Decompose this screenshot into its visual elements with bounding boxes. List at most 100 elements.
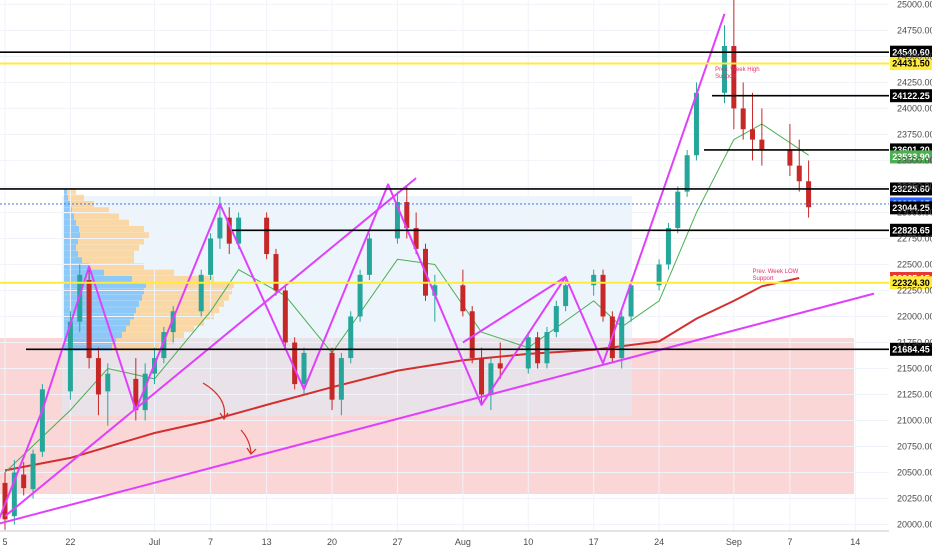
price-tag-label: 24122.25	[892, 91, 930, 101]
candle-body	[273, 254, 279, 291]
volume-bar-up	[64, 307, 136, 314]
candle-body	[264, 217, 270, 255]
candle	[544, 326, 550, 369]
volume-bar-down	[72, 207, 109, 214]
x-tick-label: 20	[327, 537, 337, 547]
y-tick-label: 24500.00	[897, 51, 932, 61]
candle-body	[105, 373, 111, 392]
trend-lines[interactable]	[0, 13, 875, 528]
x-tick-label: 24	[654, 537, 664, 547]
price-tag-bg	[890, 150, 932, 164]
volume-bar-down	[104, 269, 174, 276]
y-tick-label: 22000.00	[897, 311, 932, 321]
candle-body	[693, 92, 699, 156]
volume-bar-down	[116, 338, 174, 345]
down-arrow-1-head	[219, 412, 229, 421]
candle-body	[675, 191, 681, 229]
candle	[39, 384, 45, 457]
trend-line[interactable]	[0, 13, 726, 528]
y-tick-label: 24000.00	[897, 103, 932, 113]
volume-bar-up	[64, 188, 67, 195]
candle-body	[525, 337, 531, 369]
price-tag-label: 23533.90	[892, 152, 930, 162]
candle-body	[282, 290, 288, 343]
price-levels[interactable]: 24540.60 24431.50 24122.25 23601.2023533.90…	[0, 45, 932, 356]
candle	[170, 306, 176, 343]
y-tick-label: 21750.00	[897, 337, 932, 347]
price-tag-label: 24431.50	[892, 59, 930, 69]
y-tick-label: 22750.00	[897, 233, 932, 243]
trend-line[interactable]	[0, 292, 875, 525]
volume-bar-down	[67, 188, 76, 195]
y-tick-label: 21500.00	[897, 363, 932, 373]
candle	[86, 269, 92, 369]
volume-bar-up	[64, 319, 130, 326]
volume-bar-down	[146, 282, 234, 289]
background-zones	[0, 196, 854, 494]
candle-body	[2, 482, 8, 520]
candle-body	[479, 358, 485, 395]
candle	[198, 269, 204, 317]
trend-line[interactable]	[462, 276, 567, 344]
volume-bar-up	[64, 194, 68, 201]
candle	[563, 280, 569, 312]
annotation-label: Prev. Week LOW	[753, 269, 799, 275]
price-level-tag: 24431.50	[890, 57, 932, 71]
price-tag-bg	[890, 45, 932, 59]
candle-body	[292, 342, 298, 385]
candle	[535, 332, 541, 369]
volume-bar-down	[78, 250, 134, 257]
price-tag-label: 24540.60	[892, 47, 930, 57]
volume-bar-up	[64, 238, 78, 245]
candle-body	[460, 285, 466, 312]
candle-body	[591, 274, 597, 286]
volume-bar-up	[64, 213, 74, 220]
volume-bar-up	[64, 332, 122, 339]
candle-body	[39, 389, 45, 452]
volume-bar-up	[64, 325, 126, 332]
candle-body	[338, 358, 344, 400]
volume-bar-down	[142, 294, 229, 301]
trend-line[interactable]	[4, 177, 417, 517]
price-tag-label: 23225.60	[892, 184, 930, 194]
volume-bar-down	[112, 344, 159, 351]
candle	[11, 460, 17, 525]
candle-body	[684, 155, 690, 192]
candle	[675, 186, 681, 234]
price-tag-bg	[890, 201, 932, 215]
x-tick-label: 17	[589, 537, 599, 547]
candle	[208, 233, 214, 281]
x-tick-label: Jul	[149, 537, 161, 547]
price-level-tag: 24122.25	[890, 89, 932, 103]
price-tag-bg	[890, 182, 932, 196]
candle	[348, 311, 354, 364]
price-tag-bg	[890, 57, 932, 71]
price-tag-bg	[890, 223, 932, 237]
candle-body	[404, 202, 410, 229]
volume-bar-up	[64, 232, 80, 239]
candle-body	[142, 373, 148, 411]
volume-bar-down	[122, 332, 184, 339]
candle-body	[11, 472, 17, 517]
annotation-label: Prev. Week High	[715, 67, 759, 73]
candle	[394, 191, 400, 244]
candle	[488, 358, 494, 411]
candle-body	[740, 108, 746, 130]
candle-body	[787, 150, 793, 166]
candle-body	[217, 217, 223, 239]
candle	[656, 259, 662, 291]
volume-bar-up	[64, 201, 70, 208]
candle-body	[208, 238, 214, 275]
candle-body	[497, 363, 503, 369]
x-tick-label: 7	[208, 537, 213, 547]
candle-body	[628, 285, 634, 317]
volume-bar-up	[64, 257, 82, 264]
y-tick-label: 20000.00	[897, 520, 932, 530]
candle-body	[67, 321, 73, 392]
volume-bar-up	[64, 269, 104, 276]
price-level-tag: 21684.45	[890, 342, 932, 356]
candle	[740, 82, 746, 140]
candle-body	[731, 46, 737, 109]
